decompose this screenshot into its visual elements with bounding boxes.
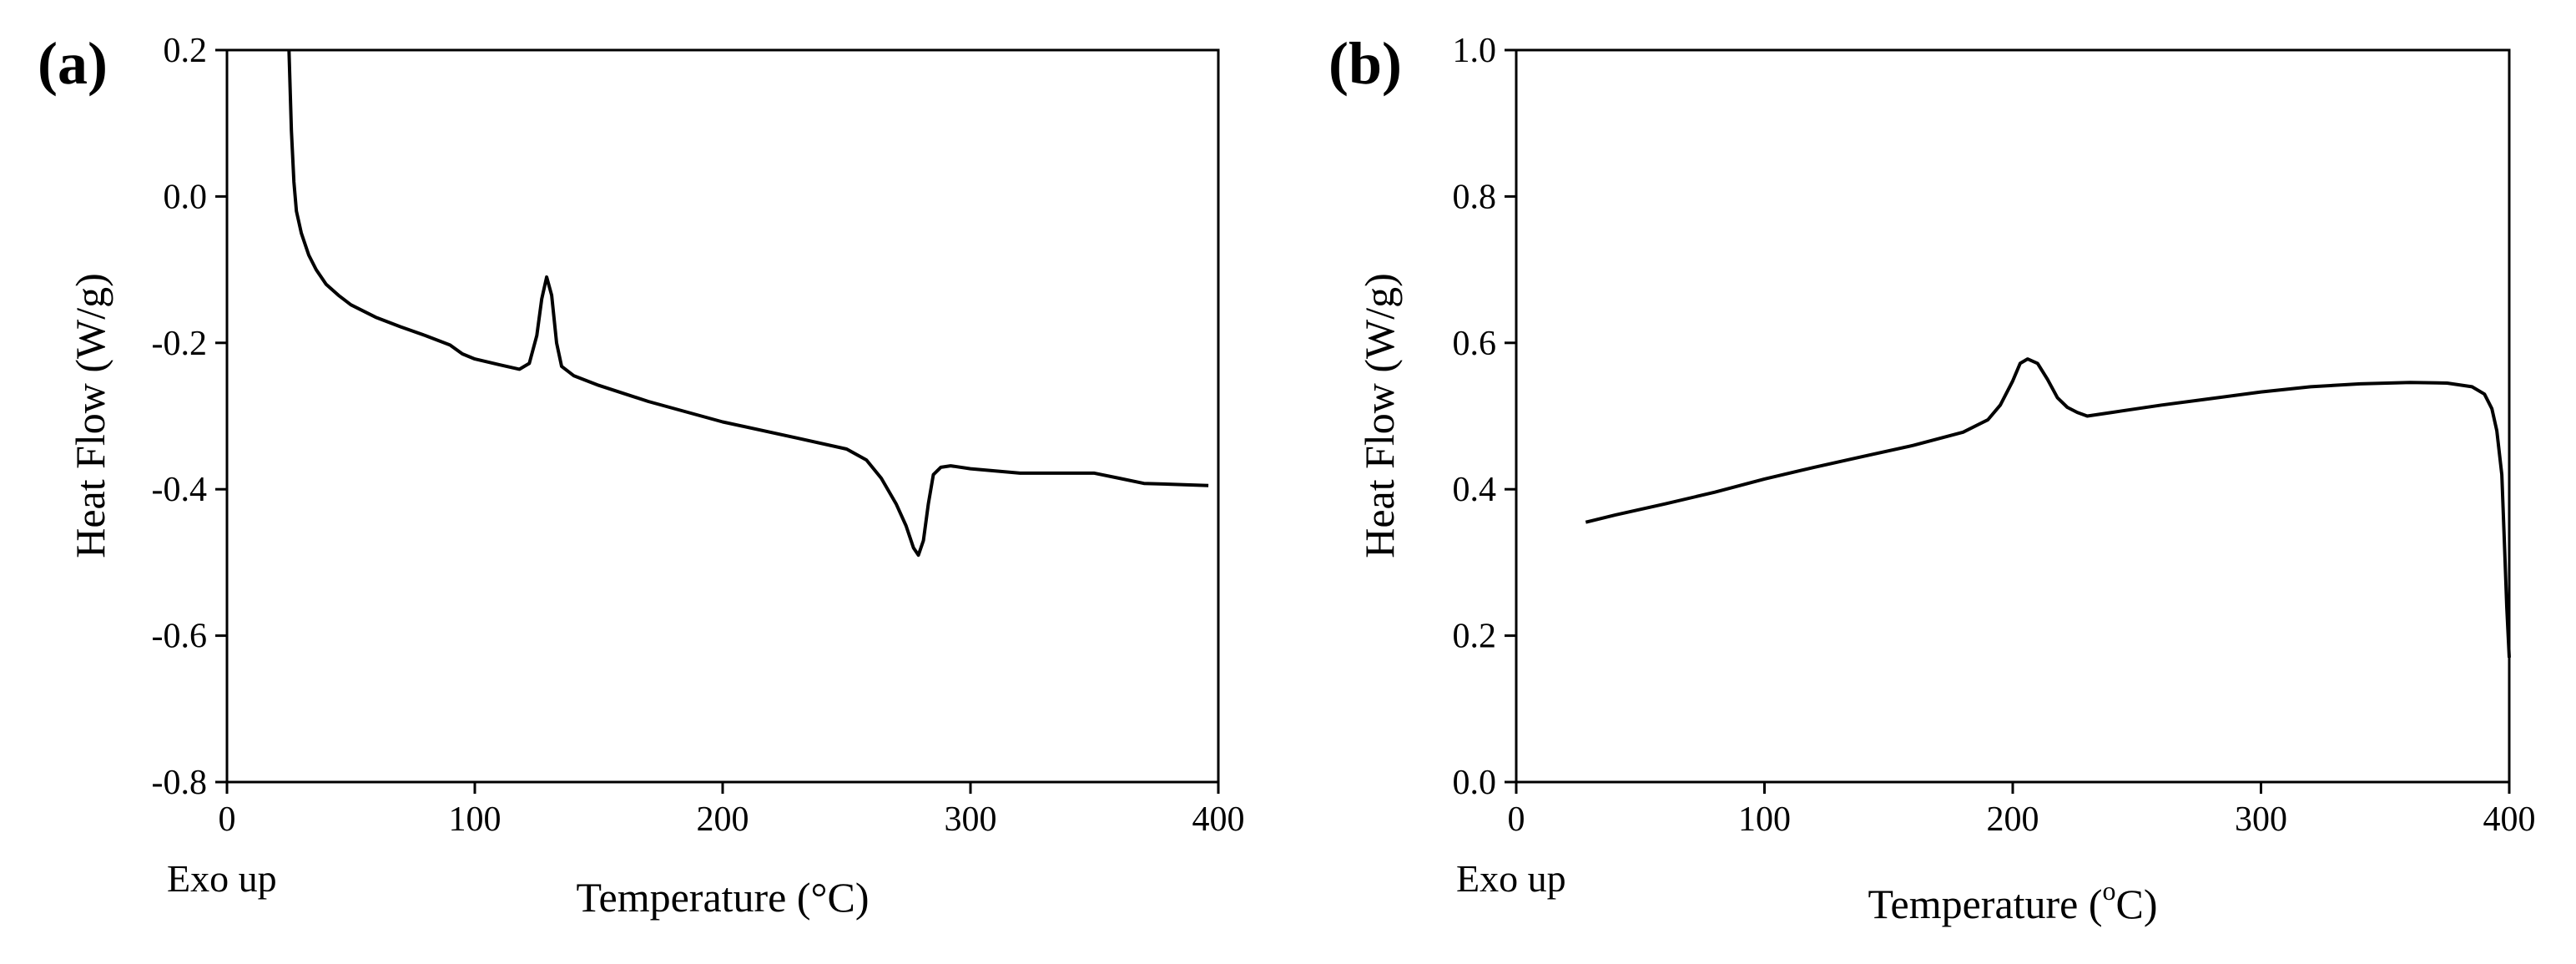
y-tick-label-b-2: 0.4	[1453, 471, 1497, 509]
panel-label-b: (b)	[1328, 30, 1402, 97]
panel-b: (b) 0 100 200 300 400 0.0 0.2 0.4 0.6 0.8 1.0 Heat…	[1328, 30, 2536, 927]
x-tick-label-b-3: 300	[2235, 800, 2287, 839]
ticks-a: 0 100 200 300 400 -0.8 -0.6 -0.4 -0.2 0.0 0.2	[152, 32, 1245, 839]
ticks-b: 0 100 200 300 400 0.0 0.2 0.4 0.6 0.8 1.0	[1453, 32, 2536, 839]
x-tick-label-b-1: 100	[1738, 800, 1791, 839]
panel-a: (a) 0 100 200 300 400-0.8-0.6-0.4-0.20.00.2 …	[38, 30, 1245, 921]
y-tick-label-a-1: -0.6	[152, 618, 208, 656]
x-tick-label-b-2: 200	[1987, 800, 2039, 839]
y-tick-label-a-0: -0.8	[152, 764, 208, 802]
x-tick-label-b-0: 0	[1508, 800, 1525, 839]
y-tick-label-a-3: -0.2	[152, 325, 208, 363]
x-tick-label-a-0: 0	[219, 800, 236, 839]
panel-label-a: (a)	[38, 30, 108, 97]
y-tick-label-b-5: 1.0	[1453, 32, 1497, 70]
x-tick-label-a-1: 100	[449, 800, 502, 839]
x-tick-label-b-4: 400	[2483, 800, 2536, 839]
y-axis-title-b: Heat Flow (W/g)	[1356, 273, 1403, 558]
y-tick-label-b-4: 0.8	[1453, 178, 1497, 216]
plot-frame-a	[225, 48, 1220, 784]
y-tick-label-a-2: -0.4	[152, 471, 208, 509]
y-tick-label-b-1: 0.2	[1453, 618, 1497, 656]
exo-up-label-a: Exo up	[167, 857, 277, 900]
y-axis-title-a: Heat Flow (W/g)	[67, 273, 113, 558]
y-tick-label-a-5: 0.2	[164, 32, 208, 70]
x-axis-title-b: Temperature (oC)	[1868, 876, 2157, 927]
x-tick-label-a-2: 200	[697, 800, 749, 839]
y-tick-label-a-4: 0.0	[164, 178, 208, 216]
plot-frame-b	[1515, 48, 2511, 784]
x-tick-label-a-3: 300	[945, 800, 997, 839]
y-tick-label-b-3: 0.6	[1453, 325, 1497, 363]
exo-up-label-b: Exo up	[1456, 857, 1566, 900]
y-tick-label-b-0: 0.0	[1453, 764, 1497, 802]
x-axis-title-a: Temperature (°C)	[576, 874, 869, 921]
heat-flow-curve-a	[287, 49, 1209, 558]
x-tick-label-a-4: 400	[1192, 800, 1245, 839]
heat-flow-curve-b	[1585, 357, 2511, 658]
